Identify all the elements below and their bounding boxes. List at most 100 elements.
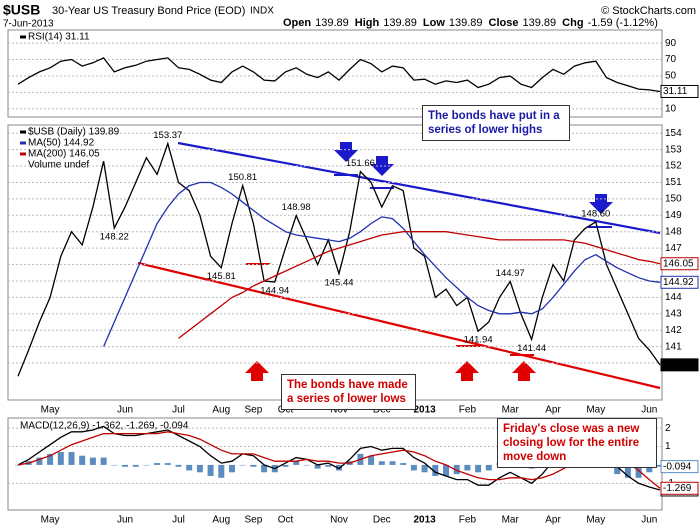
histogram-bar [15, 464, 21, 466]
y-tick-label: 152 [665, 161, 682, 172]
x-tick-label: Jun [641, 515, 657, 526]
last-value-box [660, 257, 699, 271]
x-tick-label: Aug [212, 515, 230, 526]
value-label: 141.94 [464, 335, 493, 346]
series-line [17, 57, 661, 93]
x-tick-label: Mar [502, 515, 520, 526]
histogram-bar [196, 464, 203, 473]
legend-entry: Volume undef [28, 160, 89, 171]
series-line [103, 181, 661, 347]
series-line [17, 431, 661, 489]
annotation: Friday's close was a new closing low for… [497, 418, 657, 468]
histogram-bar [36, 457, 43, 465]
quote-value: 139.89 [315, 17, 349, 29]
y-tick-label: 141 [665, 341, 682, 352]
y-tick-label: 50 [665, 71, 677, 82]
histogram-bar [336, 464, 342, 471]
histogram-bar [432, 464, 439, 476]
value-label: 141.44 [517, 343, 546, 354]
quote-value: 139.89 [523, 17, 557, 29]
ticker: $USB [3, 2, 40, 18]
histogram-bar [132, 464, 139, 467]
histogram-bar [250, 464, 257, 467]
x-tick-label: 2013 [413, 405, 436, 416]
value-label: 145.81 [207, 271, 236, 282]
histogram-bar [122, 464, 128, 467]
histogram-bar [389, 461, 396, 465]
lower-highs-line [177, 141, 661, 235]
histogram-bar [229, 464, 235, 473]
y-tick-label: 90 [665, 38, 677, 49]
copyright: © StockCharts.com [601, 5, 696, 17]
x-tick-label: Dec [373, 405, 391, 416]
legend-entry: $USB (Daily) 139.89 [28, 127, 120, 138]
x-tick-label: Apr [545, 515, 561, 526]
histogram-bar [143, 464, 150, 466]
histogram-bar [239, 464, 246, 466]
histogram-bar [207, 464, 214, 476]
quote-label: Chg [562, 17, 583, 29]
last-value-box [660, 460, 699, 474]
x-tick-label: May [41, 515, 60, 526]
x-tick-label: May [586, 515, 605, 526]
last-value-label: 146.05 [663, 258, 694, 269]
x-tick-label: Jun [117, 515, 133, 526]
histogram-bar [282, 464, 289, 467]
x-tick-label: Mar [502, 405, 520, 416]
x-tick-label: Feb [459, 405, 477, 416]
value-label: 150.81 [228, 172, 257, 183]
histogram-bar [421, 464, 428, 473]
histogram-bar [314, 464, 321, 469]
y-tick-label: 10 [665, 103, 677, 114]
last-value-label: -1.269 [663, 483, 692, 494]
x-tick-label: Jul [172, 515, 185, 526]
quote: Open 139.89 High 139.89 Low 139.89 Close 139.89… [283, 17, 658, 29]
x-tick-label: Oct [278, 515, 294, 526]
y-tick-label: 150 [665, 194, 682, 205]
histogram-bar [164, 463, 171, 465]
lower-lows-line [137, 261, 661, 390]
histogram-bar [378, 461, 385, 465]
panel [7, 29, 663, 118]
y-tick-label: 70 [665, 54, 677, 65]
x-tick-label: Apr [545, 405, 561, 416]
histogram-bar [175, 464, 182, 467]
histogram-bar [261, 464, 268, 473]
x-tick-label: Dec [373, 515, 391, 526]
y-tick-label: 154 [665, 128, 682, 139]
histogram-bar [475, 464, 482, 473]
value-label: 151.66 [346, 158, 375, 169]
x-tick-label: Oct [278, 405, 294, 416]
histogram-bar [614, 464, 621, 475]
y-tick-label: 144 [665, 292, 682, 303]
quote-label: Open [283, 17, 311, 29]
histogram-bar [453, 464, 460, 475]
x-tick-label: Feb [459, 515, 477, 526]
last-value-label: 144.92 [663, 277, 694, 288]
value-label: 144.94 [260, 285, 289, 296]
last-value-box [660, 275, 699, 289]
value-label: 148.60 [581, 208, 610, 219]
down-arrow [589, 194, 613, 214]
legend-entry: MA(50) 144.92 [28, 138, 95, 149]
quote-label: High [355, 17, 380, 29]
histogram-bar [368, 455, 375, 465]
y-tick-label: 1 [665, 441, 671, 452]
value-label: 145.44 [324, 277, 353, 288]
histogram-bar [657, 464, 663, 467]
up-arrow [455, 361, 479, 381]
last-value-box [660, 358, 699, 372]
histogram-bar [635, 464, 642, 478]
x-tick-label: May [41, 405, 60, 416]
quote-value: 139.89 [449, 17, 483, 29]
legend-entry: MA(200) 146.05 [28, 149, 100, 160]
histogram-bar [57, 452, 64, 465]
exchange: INDX [250, 6, 274, 17]
quote-label: Close [489, 17, 519, 29]
histogram-bar [100, 457, 107, 465]
x-tick-label: Sep [245, 405, 263, 416]
legend-entry: RSI(14) 31.11 [28, 32, 90, 43]
histogram-bar [293, 461, 300, 465]
last-value-box [660, 481, 699, 495]
